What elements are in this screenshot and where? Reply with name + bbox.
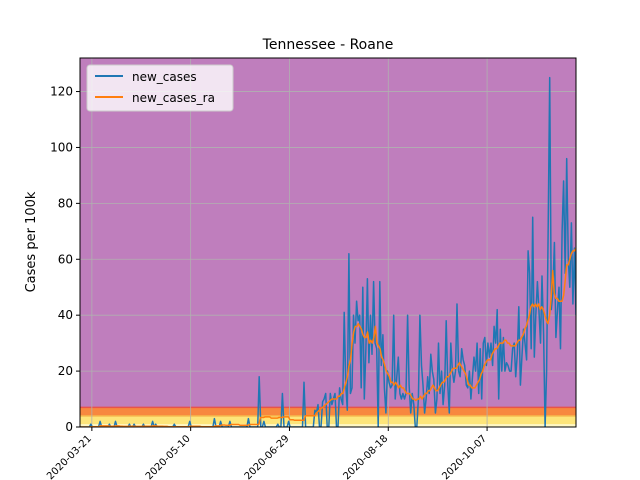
y-tick-label: 0 bbox=[65, 420, 73, 434]
y-tick-label: 100 bbox=[50, 140, 73, 154]
x-tick-label: 2020-06-29 bbox=[243, 433, 292, 480]
y-tick-label: 60 bbox=[58, 252, 73, 266]
band-2 bbox=[80, 407, 576, 416]
x-tick-label: 2020-08-18 bbox=[342, 433, 391, 480]
y-tick-label: 20 bbox=[58, 364, 73, 378]
legend-label-new-cases: new_cases bbox=[132, 70, 197, 84]
legend: new_cases new_cases_ra bbox=[86, 64, 234, 112]
y-tick-label: 40 bbox=[58, 308, 73, 322]
x-tick-label: 2020-03-21 bbox=[45, 433, 94, 480]
plot-area bbox=[80, 58, 576, 427]
y-axis-label: Cases per 100k bbox=[24, 191, 39, 292]
band-0 bbox=[80, 424, 576, 427]
series-line-new-cases bbox=[80, 76, 576, 427]
series-line-new-cases-ra bbox=[80, 247, 576, 427]
x-tick-label: 2020-10-07 bbox=[440, 433, 489, 480]
y-tick-label: 120 bbox=[50, 85, 73, 99]
y-tick-label: 80 bbox=[58, 196, 73, 210]
grid-lines bbox=[80, 58, 576, 427]
legend-box bbox=[86, 64, 234, 112]
x-tick-label: 2020-05-10 bbox=[144, 433, 193, 480]
plot-frame bbox=[79, 57, 577, 428]
band-1 bbox=[80, 415, 576, 425]
series-layer bbox=[80, 76, 576, 427]
legend-label-new-cases-ra: new_cases_ra bbox=[132, 91, 215, 105]
y-axis: 0 20 40 60 80 100 120 bbox=[50, 85, 80, 434]
x-axis: 2020-03-21 2020-05-10 2020-06-29 2020-08-18… bbox=[45, 427, 489, 480]
chart-title: Tennessee - Roane bbox=[262, 37, 394, 53]
